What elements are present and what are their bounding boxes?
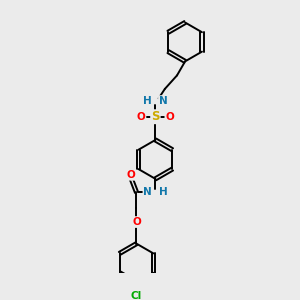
Text: O: O xyxy=(165,112,174,122)
Text: Cl: Cl xyxy=(131,290,142,300)
Text: O: O xyxy=(127,170,136,180)
Text: N: N xyxy=(143,187,152,197)
Text: H: H xyxy=(159,187,168,197)
Text: H: H xyxy=(143,96,152,106)
Text: O: O xyxy=(137,112,146,122)
Text: S: S xyxy=(151,110,160,123)
Text: N: N xyxy=(159,96,168,106)
Text: O: O xyxy=(132,217,141,227)
